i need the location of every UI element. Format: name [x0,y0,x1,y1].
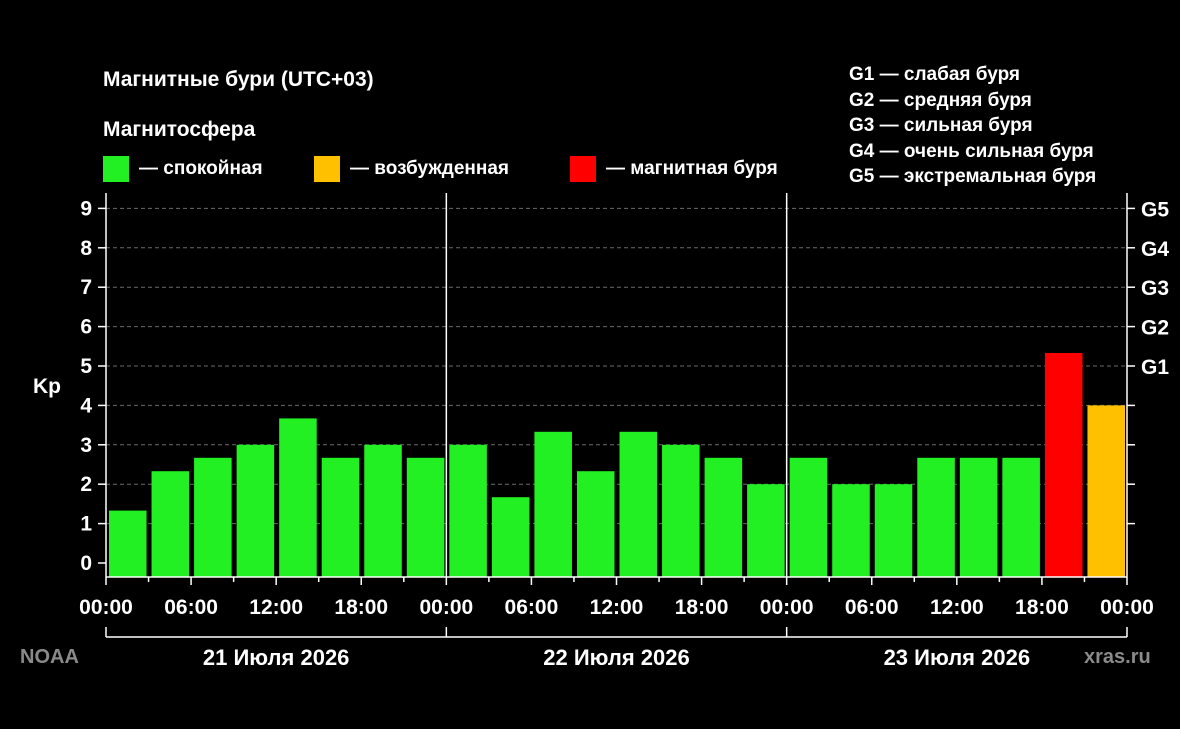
kp-bar [747,484,785,577]
kp-bar [576,471,615,577]
x-tick-label: 00:00 [760,596,814,619]
x-tick-label: 18:00 [675,596,729,619]
kp-bar [534,431,572,577]
axes [98,193,1135,638]
y-tick-label: 0 [80,552,92,575]
y-tick-label: 1 [80,513,92,536]
kp-bar [406,457,445,577]
source-xras: xras.ru [1084,646,1151,668]
y-tick-label: 5 [80,355,92,378]
kp-bar [619,431,658,577]
y-tick-label: 3 [80,434,92,457]
kp-bar [832,484,870,577]
kp-bar [704,457,743,577]
g-scale-legend: G1 — слабая буря G2 — средняя буря G3 — … [849,62,1096,190]
kp-bar [491,497,530,577]
y-tick-label: 6 [80,316,92,339]
legend-swatch-storm [570,156,596,182]
kp-bar [1087,405,1125,577]
kp-bar [151,471,190,577]
bars [109,352,1125,577]
legend-swatch-quiet [103,156,129,182]
y-tick-label: 8 [80,237,92,260]
x-tick-label: 06:00 [845,596,899,619]
y-tick-label: 4 [80,394,92,417]
y-axis-label: Kp [33,375,61,398]
kp-bar [321,457,360,577]
legend-item-storm: — магнитная буря [570,156,778,182]
x-tick-label: 12:00 [590,596,644,619]
day-label: 21 Июля 2026 [203,645,350,670]
x-tick-label: 12:00 [249,596,303,619]
y-tick-label: 9 [80,197,92,220]
legend-item-quiet: — спокойная [103,156,263,182]
legend-label-quiet: — спокойная [139,158,263,179]
x-tick-label: 00:00 [419,596,473,619]
kp-bar [1044,352,1083,577]
kp-bar [917,457,955,577]
g-legend-g2: G2 — средняя буря [849,89,1032,111]
g-scale-label: G3 [1141,277,1169,300]
legend-label-storm: — магнитная буря [606,158,778,179]
g-scale-label: G5 [1141,198,1169,221]
chart-subtitle: Магнитосфера [103,118,256,141]
kp-bar [279,418,317,577]
kp-bar [236,444,275,577]
kp-bar [109,510,147,577]
kp-bar [959,457,998,577]
axis-labels: 0 1 2 3 4 5 6 7 8 9 G1 G2 G3 G4 G5 Kp 00:00 06:00 12:00 18:… [33,197,1169,670]
g-scale-label: G1 [1141,356,1169,379]
x-tick-label: 00:00 [79,596,133,619]
source-noaa: NOAA [20,646,79,668]
y-tick-label: 2 [80,473,92,496]
kp-bar [1002,457,1040,577]
x-tick-label: 12:00 [930,596,984,619]
g-legend-g5: G5 — экстремальная буря [849,166,1097,187]
g-legend-g1: G1 — слабая буря [849,64,1021,85]
day-label: 23 Июля 2026 [884,645,1031,670]
x-tick-label: 18:00 [334,596,388,619]
legend-swatch-active [314,156,340,182]
day-label: 22 Июля 2026 [543,645,690,670]
x-tick-label: 06:00 [505,596,559,619]
kp-bar [449,444,487,577]
x-tick-label: 00:00 [1100,596,1154,619]
g-scale-label: G2 [1141,317,1169,340]
x-tick-label: 06:00 [164,596,218,619]
y-tick-label: 7 [80,276,92,299]
g-legend-g4: G4 — очень сильная буря [849,140,1094,162]
g-legend-g3: G3 — сильная буря [849,115,1033,136]
kp-bar [662,444,700,577]
legend-item-active: — возбужденная [314,156,509,182]
chart-title: Магнитные бури (UTC+03) [103,68,374,91]
g-scale-label: G4 [1141,238,1169,261]
kp-bar [364,444,402,577]
kp-bar [874,484,913,577]
grid-lines [106,207,1127,525]
legend-label-active: — возбужденная [350,158,510,179]
x-tick-label: 18:00 [1015,596,1069,619]
kp-bar [789,457,828,577]
kp-bar [194,457,232,577]
